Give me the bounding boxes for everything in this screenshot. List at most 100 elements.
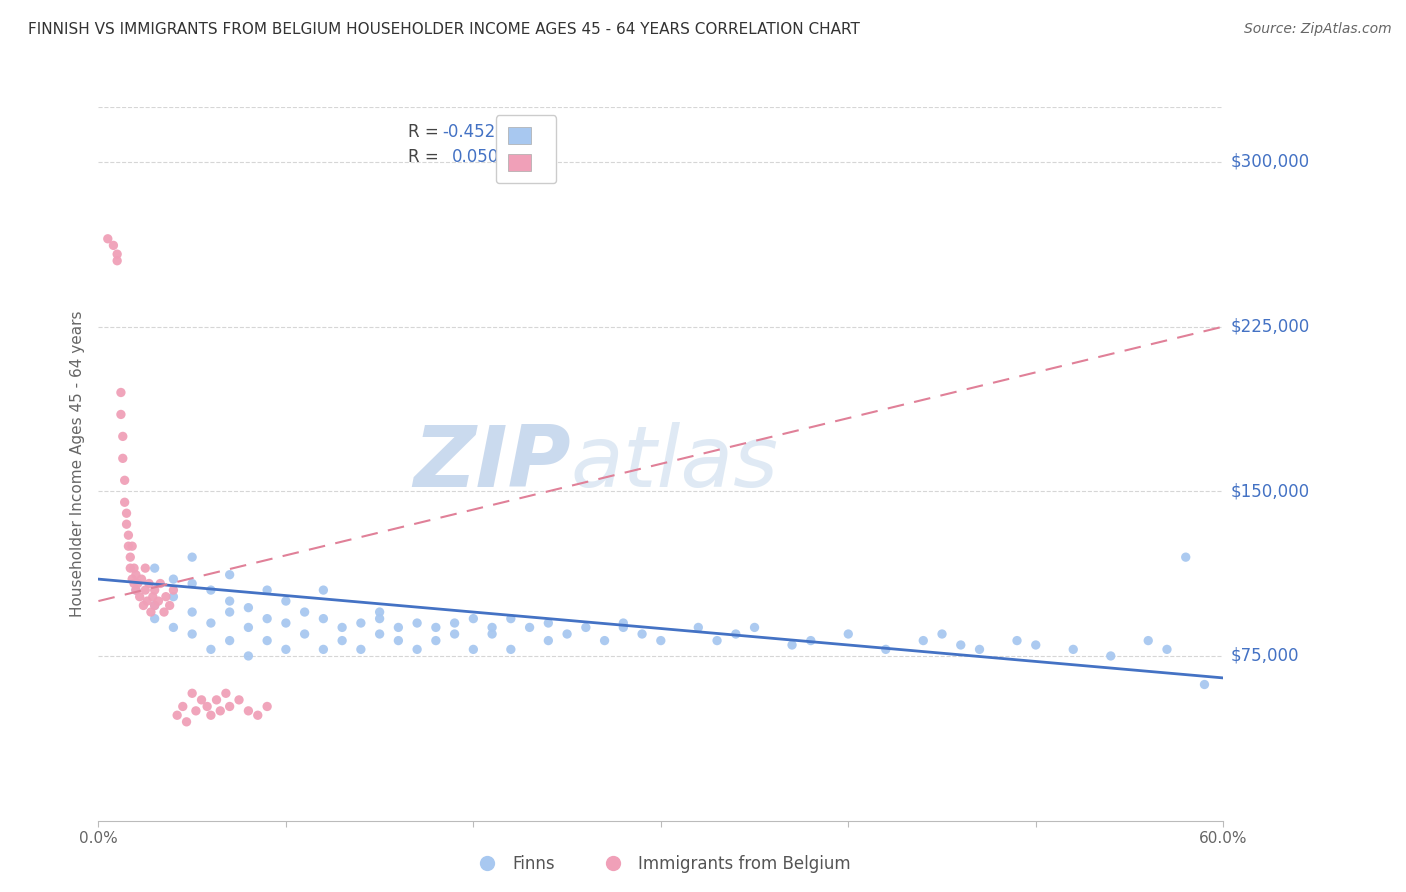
Point — [425, 620, 447, 634]
Point — [1137, 633, 1160, 648]
Point — [931, 627, 953, 641]
Point — [121, 572, 143, 586]
Point — [330, 633, 353, 648]
Point — [387, 620, 409, 634]
Text: N =: N = — [498, 148, 546, 166]
Point — [537, 633, 560, 648]
Point — [631, 627, 654, 641]
Point — [274, 615, 297, 630]
Point — [120, 550, 142, 565]
Point — [138, 576, 160, 591]
Point — [274, 594, 297, 608]
Point — [148, 594, 170, 608]
Text: R =: R = — [408, 123, 444, 141]
Point — [142, 590, 165, 604]
Point — [200, 642, 222, 657]
Point — [114, 495, 136, 509]
Point — [184, 704, 207, 718]
Point — [256, 612, 278, 626]
Point — [949, 638, 972, 652]
Text: -0.452: -0.452 — [443, 123, 496, 141]
Text: Source: ZipAtlas.com: Source: ZipAtlas.com — [1244, 22, 1392, 37]
Point — [406, 642, 429, 657]
Point — [97, 232, 120, 246]
Point — [368, 612, 391, 626]
Point — [425, 633, 447, 648]
Point — [256, 699, 278, 714]
Point — [172, 699, 194, 714]
Point — [159, 599, 181, 613]
Point — [443, 627, 465, 641]
Point — [181, 550, 204, 565]
Text: ZIP: ZIP — [413, 422, 571, 506]
Point — [875, 642, 897, 657]
Point — [780, 638, 803, 652]
Point — [368, 627, 391, 641]
Point — [125, 567, 148, 582]
Point — [688, 620, 710, 634]
Point — [238, 600, 260, 615]
Point — [246, 708, 269, 723]
Point — [215, 686, 238, 700]
Point — [139, 605, 162, 619]
Point — [1099, 648, 1122, 663]
Point — [575, 620, 598, 634]
Point — [218, 633, 240, 648]
Point — [499, 642, 522, 657]
Point — [218, 567, 240, 582]
Point — [181, 576, 204, 591]
Point — [612, 620, 634, 634]
Point — [481, 627, 503, 641]
Point — [837, 627, 859, 641]
Text: N =: N = — [498, 123, 546, 141]
Point — [368, 605, 391, 619]
Point — [499, 612, 522, 626]
Text: $75,000: $75,000 — [1230, 647, 1299, 665]
Y-axis label: Householder Income Ages 45 - 64 years: Householder Income Ages 45 - 64 years — [69, 310, 84, 617]
Point — [162, 590, 184, 604]
Point — [128, 590, 150, 604]
Point — [134, 583, 156, 598]
Point — [143, 599, 166, 613]
Point — [181, 605, 204, 619]
Point — [195, 699, 218, 714]
Point — [256, 633, 278, 648]
Point — [593, 633, 616, 648]
Point — [744, 620, 766, 634]
Point — [969, 642, 991, 657]
Point — [330, 620, 353, 634]
Point — [312, 583, 335, 598]
Point — [143, 561, 166, 575]
Point — [181, 627, 204, 641]
Point — [294, 605, 316, 619]
Point — [190, 693, 212, 707]
Point — [200, 708, 222, 723]
Point — [387, 633, 409, 648]
Point — [117, 528, 139, 542]
Point — [481, 620, 503, 634]
Point — [103, 238, 125, 252]
Point — [114, 473, 136, 487]
Point — [519, 620, 541, 634]
Point — [1194, 677, 1216, 691]
Point — [1174, 550, 1197, 565]
Point — [105, 253, 128, 268]
Point — [125, 583, 148, 598]
Text: atlas: atlas — [571, 422, 779, 506]
Point — [155, 590, 177, 604]
Point — [162, 583, 184, 598]
Point — [443, 615, 465, 630]
Point — [162, 620, 184, 634]
Point — [166, 708, 188, 723]
Point — [111, 451, 134, 466]
Point — [111, 429, 134, 443]
Point — [1005, 633, 1028, 648]
Point — [537, 615, 560, 630]
Point — [350, 642, 373, 657]
Point — [650, 633, 672, 648]
Point — [205, 693, 228, 707]
Legend: , : , — [496, 115, 555, 184]
Point — [143, 599, 166, 613]
Point — [176, 714, 198, 729]
Point — [209, 704, 232, 718]
